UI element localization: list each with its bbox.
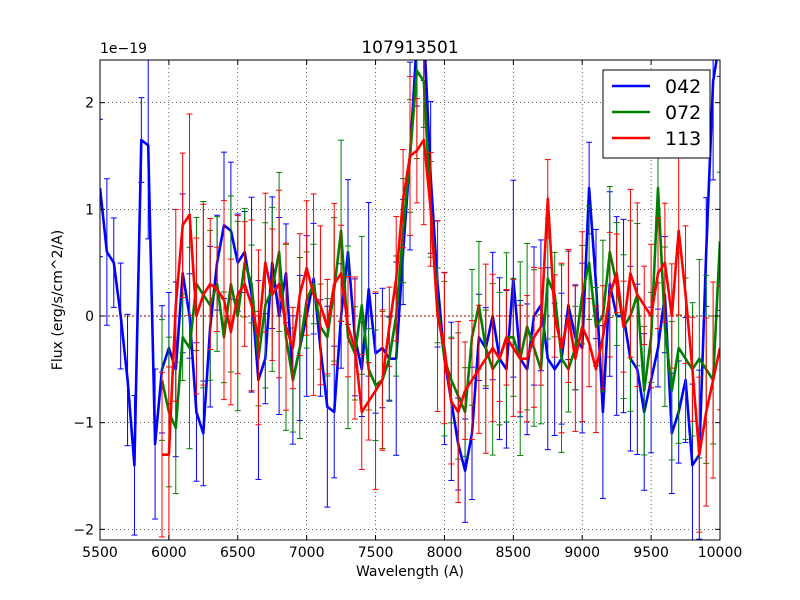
x-tick-label: 10000: [698, 545, 743, 561]
x-tick-label: 7500: [358, 545, 394, 561]
y-axis-label: Flux (erg/s/cm^2/A): [50, 230, 66, 370]
series-line-113: [162, 138, 720, 457]
x-tick-label: 8000: [427, 545, 463, 561]
x-axis: 5500 6000 6500 7000 7500 8000 8500 9000 9500 1000…: [82, 60, 742, 561]
x-tick-label: 6000: [151, 545, 187, 561]
x-tick-label: 9000: [564, 545, 600, 561]
legend-label-113: 113: [665, 128, 701, 150]
x-axis-label: Wavelength (A): [356, 564, 464, 580]
y-tick-label: 2: [85, 96, 94, 112]
series-113: [159, 60, 720, 540]
legend-label-072: 072: [665, 102, 701, 124]
x-tick-label: 6500: [220, 545, 256, 561]
y-tick-label: 0: [85, 309, 94, 325]
plot-frame: [99, 59, 721, 541]
x-tick-label: 5500: [82, 545, 118, 561]
y-tick-label: 1: [85, 202, 94, 218]
legend-label-042: 042: [665, 76, 701, 98]
y-tick-label: −2: [73, 522, 94, 538]
x-tick-label: 7000: [289, 545, 325, 561]
y-offset-label: 1e−19: [100, 41, 147, 57]
legend: 042 072 113: [602, 69, 711, 159]
chart-title: 107913501: [361, 38, 458, 58]
legend-box: [602, 69, 711, 159]
x-tick-label: 8500: [496, 545, 532, 561]
y-axis: −2 −1 0 1 2: [73, 96, 720, 538]
x-tick-label: 9500: [633, 545, 669, 561]
y-tick-label: −1: [73, 416, 94, 432]
series-group: [100, 60, 720, 540]
